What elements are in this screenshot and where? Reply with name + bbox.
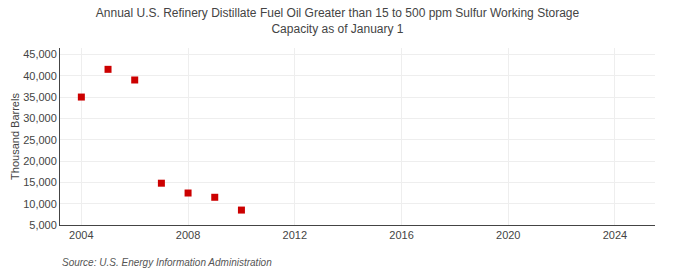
svg-text:40,000: 40,000 bbox=[23, 70, 57, 82]
svg-text:2008: 2008 bbox=[176, 229, 200, 241]
svg-text:2016: 2016 bbox=[389, 229, 413, 241]
svg-text:45,000: 45,000 bbox=[23, 48, 57, 60]
svg-text:15,000: 15,000 bbox=[23, 176, 57, 188]
svg-text:20,000: 20,000 bbox=[23, 155, 57, 167]
svg-text:2024: 2024 bbox=[603, 229, 627, 241]
svg-text:30,000: 30,000 bbox=[23, 112, 57, 124]
svg-text:5,000: 5,000 bbox=[29, 219, 57, 231]
svg-text:Thousand Barrels: Thousand Barrels bbox=[9, 93, 21, 180]
svg-text:25,000: 25,000 bbox=[23, 134, 57, 146]
svg-text:2020: 2020 bbox=[496, 229, 520, 241]
svg-text:10,000: 10,000 bbox=[23, 198, 57, 210]
svg-text:2012: 2012 bbox=[283, 229, 307, 241]
svg-text:35,000: 35,000 bbox=[23, 91, 57, 103]
svg-text:2004: 2004 bbox=[69, 229, 93, 241]
svg-text:Annual U.S. Refinery Distillat: Annual U.S. Refinery Distillate Fuel Oil… bbox=[96, 6, 580, 36]
svg-text:Source: U.S. Energy Informatio: Source: U.S. Energy Information Administ… bbox=[62, 257, 272, 268]
